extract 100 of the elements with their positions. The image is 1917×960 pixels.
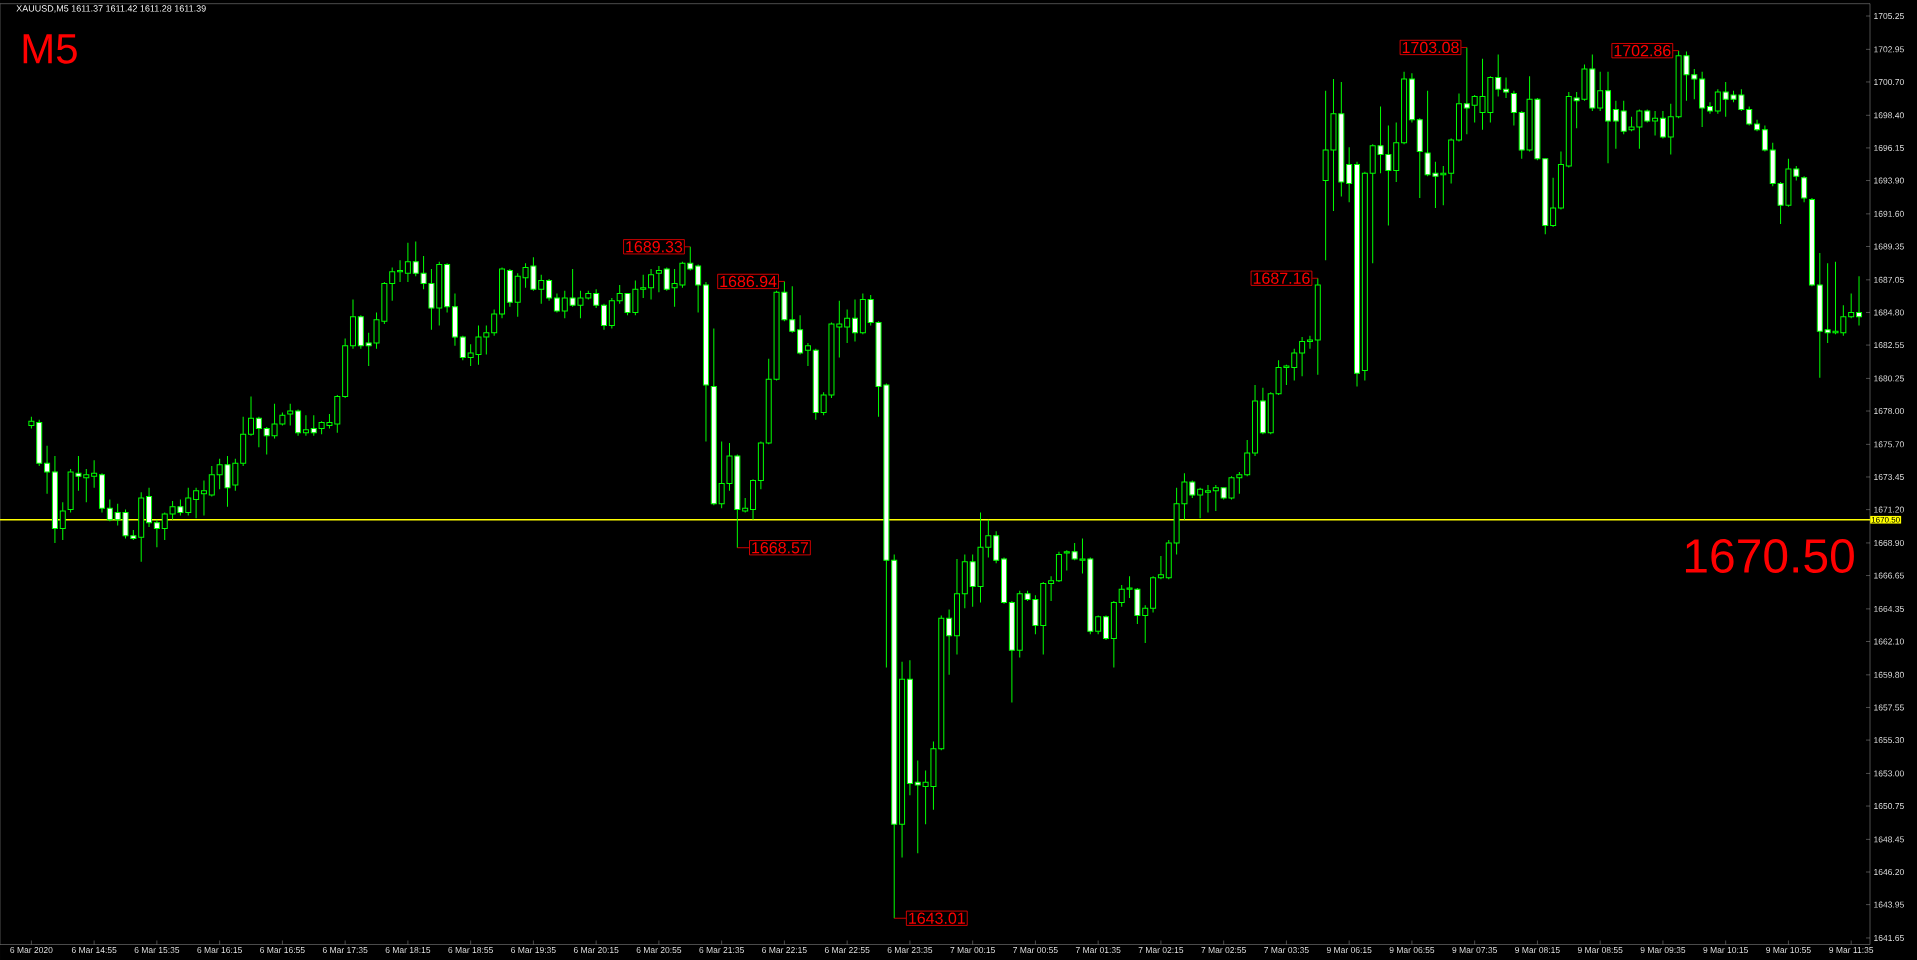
candlestick — [593, 288, 600, 309]
candlestick — [1306, 335, 1313, 350]
x-tick-label: 6 Mar 15:35 — [134, 947, 180, 954]
candlestick — [1801, 175, 1808, 203]
x-tick-label: 6 Mar 19:35 — [511, 947, 556, 954]
x-tick-label: 7 Mar 03:35 — [1264, 947, 1309, 954]
y-tick-label: 1648.45 — [1874, 836, 1904, 843]
candlestick — [1299, 336, 1306, 377]
y-tick-label: 1687.05 — [1874, 276, 1904, 283]
candlestick — [106, 498, 113, 522]
x-tick-label: 9 Mar 09:35 — [1640, 947, 1686, 954]
candlestick — [1856, 275, 1863, 326]
y-tick-label: 1653.00 — [1874, 770, 1904, 777]
candlestick — [946, 609, 953, 676]
y-tick-label: 1657.55 — [1874, 704, 1904, 711]
x-tick-label: 6 Mar 17:35 — [322, 947, 368, 954]
y-tick-label: 1705.25 — [1874, 13, 1904, 20]
candlestick — [1346, 146, 1353, 203]
candlestick — [153, 519, 160, 548]
x-tick-label: 9 Mar 08:55 — [1577, 947, 1623, 954]
annotation: M5 — [23, 34, 77, 64]
candlestick — [600, 303, 607, 331]
candlestick — [1761, 124, 1768, 153]
y-tick-label: 1698.40 — [1874, 112, 1904, 119]
y-tick-label: 1671.20 — [1874, 506, 1904, 513]
annotation: 1702.86 — [1614, 44, 1671, 57]
candlestick — [1463, 46, 1470, 135]
y-tick-label: 1689.35 — [1874, 243, 1904, 250]
x-tick-label: 9 Mar 06:55 — [1389, 947, 1435, 954]
chart-title: XAUUSD,M5 1611.37 1611.42 1611.28 1611.39 — [16, 5, 206, 13]
ref-line-label: 1670.50 — [1871, 516, 1900, 523]
candlestick — [255, 416, 262, 448]
x-tick-label: 7 Mar 02:15 — [1138, 947, 1184, 954]
y-tick-label: 1682.55 — [1874, 342, 1904, 349]
x-tick-label: 9 Mar 07:35 — [1452, 947, 1497, 954]
annotation: 1686.94 — [720, 275, 777, 288]
candlestick — [200, 480, 207, 516]
candlestick — [295, 409, 302, 437]
y-tick-label: 1673.45 — [1874, 473, 1904, 480]
candlestick — [1550, 177, 1557, 228]
x-tick-label: 9 Mar 06:15 — [1326, 947, 1372, 954]
y-tick-label: 1664.35 — [1874, 605, 1904, 612]
candlestick — [655, 265, 662, 293]
x-tick-label: 9 Mar 10:15 — [1703, 947, 1748, 954]
candlestick — [248, 396, 255, 437]
candlestick — [1095, 614, 1102, 635]
x-tick-label: 7 Mar 02:55 — [1201, 947, 1246, 954]
candlestick — [491, 309, 498, 337]
candlestick — [804, 342, 811, 367]
x-tick-label: 6 Mar 21:35 — [699, 947, 744, 954]
candlestick — [695, 264, 702, 313]
y-tick-label: 1646.20 — [1874, 869, 1904, 876]
candlestick — [302, 414, 309, 437]
annotation: 1668.57 — [752, 542, 809, 554]
candlestick — [797, 314, 804, 355]
y-tick-label: 1684.80 — [1874, 309, 1904, 316]
candlestick — [844, 309, 851, 344]
annotation: 1670.50 — [1685, 538, 1854, 573]
candlestick — [1510, 90, 1517, 126]
candlestick — [1212, 484, 1219, 512]
candlestick — [1652, 110, 1659, 137]
y-tick-label: 1643.95 — [1874, 901, 1904, 908]
x-tick-label: 9 Mar 10:55 — [1766, 947, 1811, 954]
candlestick — [1706, 101, 1713, 115]
x-tick-label: 6 Mar 20:15 — [573, 947, 619, 954]
x-tick-label: 6 Mar 2020 — [10, 947, 53, 954]
candlestick — [648, 268, 655, 300]
candlestick — [1048, 575, 1055, 602]
y-tick-label: 1696.15 — [1874, 144, 1904, 151]
x-tick-label: 6 Mar 20:55 — [636, 947, 682, 954]
x-tick-label: 6 Mar 23:35 — [887, 947, 933, 954]
annotation: 1643.01 — [909, 912, 965, 924]
y-tick-label: 1655.30 — [1874, 737, 1904, 744]
candlestick — [1197, 487, 1204, 519]
y-tick-label: 1691.60 — [1874, 210, 1904, 217]
x-tick-label: 6 Mar 22:55 — [824, 947, 870, 954]
candlestick — [287, 403, 294, 427]
y-tick-label: 1675.70 — [1874, 441, 1904, 448]
y-tick-label: 1678.00 — [1874, 408, 1904, 415]
candlestick — [1848, 293, 1855, 319]
annotation: 1703.08 — [1402, 41, 1459, 54]
candlestick — [1204, 484, 1211, 513]
x-tick-label: 7 Mar 00:55 — [1013, 947, 1058, 954]
x-tick-label: 6 Mar 18:15 — [385, 947, 431, 954]
y-tick-label: 1702.95 — [1874, 46, 1904, 53]
candlestick — [91, 459, 98, 489]
x-tick-label: 9 Mar 11:35 — [1829, 947, 1874, 954]
y-tick-label: 1693.90 — [1874, 177, 1904, 184]
candlestick — [404, 242, 411, 283]
y-tick-label: 1662.10 — [1874, 638, 1904, 645]
candlestick — [1612, 100, 1619, 150]
x-tick-label: 7 Mar 00:15 — [950, 947, 995, 954]
candlestick — [1102, 614, 1110, 641]
candlestick — [1503, 77, 1510, 99]
candlestick — [1597, 71, 1604, 112]
y-tick-label: 1659.80 — [1874, 671, 1904, 678]
y-tick-label: 1680.25 — [1874, 375, 1904, 382]
x-tick-label: 6 Mar 22:15 — [762, 947, 807, 954]
candlestick — [44, 445, 51, 495]
x-tick-label: 6 Mar 16:55 — [260, 947, 305, 954]
